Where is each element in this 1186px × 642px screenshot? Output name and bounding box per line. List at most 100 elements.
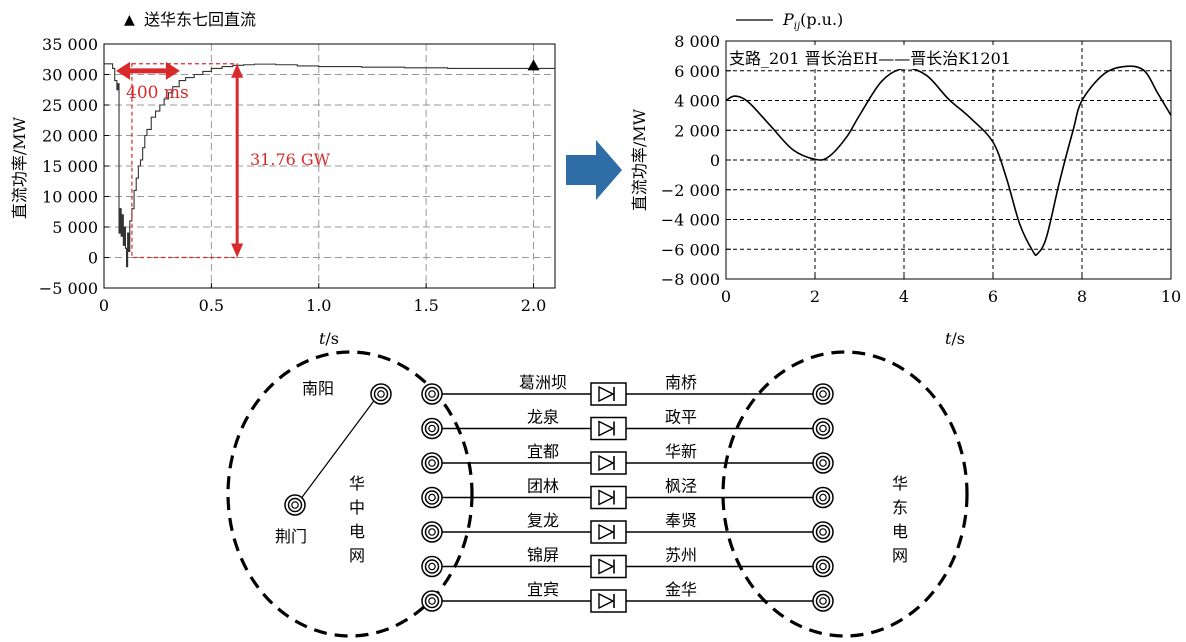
chart2-y-tick-label: −2 000 — [661, 181, 720, 200]
bus-node-inner — [428, 493, 436, 502]
chart1-annotations: 400 ms 31.76 GW — [116, 61, 331, 259]
chart2-x-tick-label: 6 — [988, 287, 998, 306]
hvdc-line-5: 复龙 奉贤 — [421, 511, 834, 544]
east-china-grid-label: 华东电网 — [892, 474, 908, 565]
sending-station-label: 宜宾 — [527, 580, 559, 599]
region-char: 电 — [892, 522, 908, 541]
diode-icon — [598, 420, 615, 437]
diode-icon — [598, 489, 615, 506]
diode-icon — [598, 385, 615, 403]
chart1-x-tick-label: 1.5 — [413, 296, 438, 315]
region-char: 网 — [349, 546, 365, 565]
bus-node-inner — [819, 562, 827, 571]
region-char: 东 — [892, 498, 908, 517]
chart1-time-arrowhead-left — [116, 61, 130, 80]
chart1-y-tick-label: 30 000 — [42, 66, 98, 85]
hvdc-line-4: 团林 枫泾 — [421, 477, 834, 510]
bus-node-inner — [819, 424, 827, 433]
chart-branch-power: −8 000 −6 000 −4 000 −2 000 0 2 000 4 000 6 000… — [630, 10, 1181, 348]
chart2-y-tick-label: 0 — [710, 151, 720, 170]
chart2-legend-var: P — [782, 10, 794, 29]
chart1-y-axis-label: 直流功率/MW — [10, 116, 29, 219]
hvdc-line-6: 锦屏 苏州 — [421, 546, 834, 579]
transition-arrow — [566, 140, 622, 200]
chart1-time-arrowhead-right — [165, 61, 180, 80]
chart2-x-ticks: 0 2 4 6 8 10 — [721, 274, 1181, 306]
chart2-x-tick-label: 0 — [721, 287, 731, 306]
chart1-x-var: t — [319, 329, 326, 348]
region-char: 华 — [349, 474, 365, 493]
bus-node-inner — [428, 424, 436, 433]
chart2-y-tick-label: −8 000 — [661, 270, 720, 289]
chart1-x-tick-label: 0 — [99, 296, 109, 315]
chart1-power-arrowhead-top — [231, 63, 244, 78]
diode-icon — [598, 454, 615, 472]
sending-station-label: 团林 — [527, 477, 559, 496]
bus-node-inner — [291, 501, 299, 509]
chart2-x-var: t — [945, 329, 952, 348]
chart2-legend: Pij(p.u.) — [736, 10, 843, 32]
nanyang-node — [370, 383, 392, 405]
sending-station-label: 葛洲坝 — [519, 373, 567, 392]
chart1-legend-marker: ▲ — [124, 12, 135, 28]
chart1-y-tick-label: 0 — [88, 249, 98, 268]
chart1-y-tick-label: 10 000 — [42, 188, 98, 207]
chart2-y-ticks: −8 000 −6 000 −4 000 −2 000 0 2 000 4 000 6 000… — [661, 32, 731, 289]
sending-station-label: 宜都 — [527, 442, 559, 461]
region-char: 华 — [892, 474, 908, 493]
chart1-y-tick-label: 15 000 — [42, 157, 98, 176]
chart1-rise-box — [131, 63, 238, 259]
sending-station-label: 复龙 — [527, 511, 559, 530]
chart2-y-tick-label: −4 000 — [661, 211, 720, 230]
east-china-grid-boundary — [721, 350, 969, 638]
chart1-x-ticks: 0 0.5 1.0 1.5 2.0 — [99, 283, 546, 315]
nanyang-jingmen-line — [296, 393, 380, 505]
bus-node-inner — [819, 390, 827, 398]
chart1-grid — [104, 44, 555, 288]
chart1-y-tick-label: −5 000 — [39, 279, 98, 298]
sending-station-label: 锦屏 — [527, 546, 559, 565]
chart1-series-line — [104, 63, 555, 268]
chart1-power-arrowhead-bottom — [231, 243, 244, 258]
receiving-station-label: 枫泾 — [665, 477, 697, 496]
central-china-grid-boundary — [226, 350, 474, 638]
chart2-legend-label: Pij(p.u.) — [782, 10, 843, 32]
hvdc-line-2: 龙泉 政平 — [421, 408, 834, 441]
diode-icon — [598, 558, 615, 575]
chart1-x-axis-label: t/s — [319, 329, 339, 348]
chart1-y-tick-label: 5 000 — [52, 218, 98, 237]
jingmen-label: 荆门 — [275, 527, 307, 546]
bus-node-inner — [428, 390, 436, 398]
bus-node-inner — [428, 459, 436, 467]
receiving-station-label: 南桥 — [665, 373, 697, 392]
receiving-station-label: 奉贤 — [665, 511, 697, 530]
hvdc-line-3: 宜都 华新 — [421, 442, 834, 475]
receiving-station-label: 金华 — [665, 580, 697, 599]
chart1-y-tick-label: 35 000 — [42, 35, 98, 54]
hvdc-line-1: 葛洲坝 南桥 — [421, 373, 834, 406]
receiving-station-label: 苏州 — [665, 546, 697, 565]
chart2-y-tick-label: 8 000 — [674, 32, 720, 51]
chart2-x-tick-label: 8 — [1077, 287, 1087, 306]
chart1-legend: ▲ 送华东七回直流 — [124, 10, 256, 29]
chart1-x-tick-label: 2.0 — [521, 296, 546, 315]
chart2-legend-sub: ij — [794, 21, 800, 32]
chart2-y-tick-label: 6 000 — [674, 62, 720, 81]
chart2-annotation: 支路_201 晋长治EH——晋长治K1201 — [729, 49, 1011, 68]
jingmen-node — [284, 494, 306, 516]
receiving-station-label: 政平 — [665, 408, 697, 427]
region-char: 中 — [349, 498, 365, 517]
bus-node-inner — [819, 493, 827, 502]
sending-station-label: 龙泉 — [527, 408, 559, 427]
chart1-x-tick-label: 0.5 — [199, 296, 224, 315]
chart1-y-ticks: −5 000 0 5 000 10 000 15 000 20 000 25 000 30 0… — [39, 35, 109, 298]
chart1-power-label: 31.76 GW — [250, 150, 331, 169]
chart2-x-tick-label: 4 — [899, 287, 909, 306]
chart2-y-axis-label: 直流功率/MW — [630, 108, 649, 211]
bus-node-inner — [819, 597, 827, 605]
chart1-x-unit: /s — [325, 329, 339, 348]
